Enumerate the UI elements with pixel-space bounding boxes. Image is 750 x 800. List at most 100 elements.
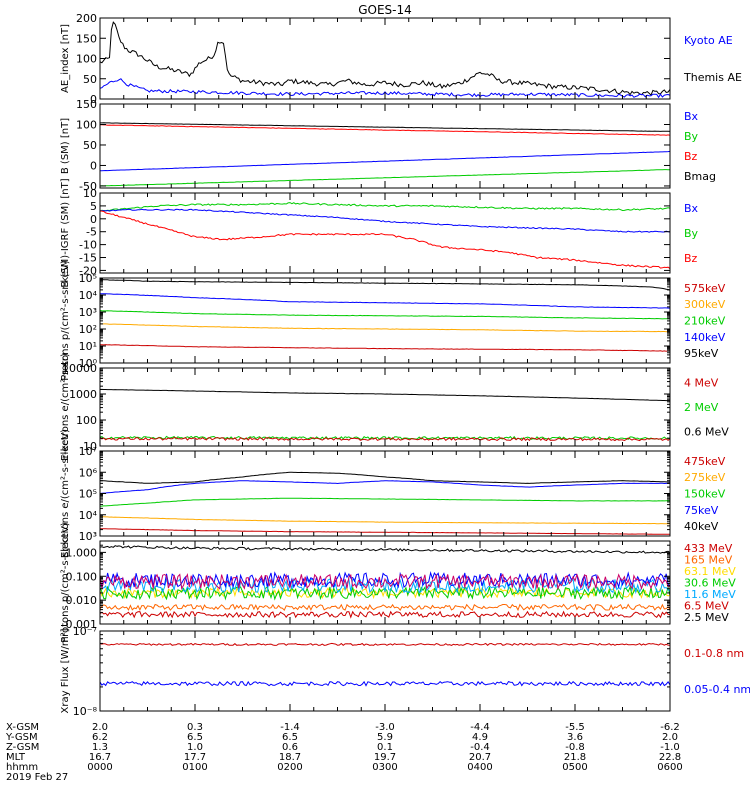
series-line bbox=[100, 293, 670, 309]
series-line bbox=[100, 435, 670, 441]
ephem-value: -1.4 bbox=[280, 722, 300, 733]
panel-frame bbox=[99, 630, 671, 712]
series-line bbox=[100, 323, 670, 333]
panel-4: 10⁰ 10¹ 10² 10³ 10⁴ 10⁵ Protons p/(cm²-s-sr-ke… bbox=[60, 260, 726, 381]
ephem-value: 2.0 bbox=[662, 732, 678, 743]
legend-entry: 210keV bbox=[684, 315, 726, 328]
ephem-row-label: X-GSM bbox=[6, 722, 39, 733]
legend-entry: 475keV bbox=[684, 455, 726, 468]
series-line bbox=[100, 344, 670, 352]
series-group bbox=[100, 545, 670, 619]
ephem-value: -0.4 bbox=[470, 742, 490, 753]
series-group bbox=[100, 202, 670, 270]
y-tick-label: 10⁵ bbox=[79, 272, 97, 285]
y-tick-label: 100 bbox=[76, 53, 97, 66]
series-group bbox=[100, 642, 670, 687]
plot-title: GOES-14 bbox=[358, 3, 412, 17]
legend-entry: 30.6 MeV bbox=[684, 577, 736, 590]
ephem-value: 22.8 bbox=[659, 752, 681, 763]
y-tick-label: -20 bbox=[79, 264, 97, 277]
y-tick-label: 10³ bbox=[79, 306, 97, 319]
y-tick-label: 0 bbox=[90, 159, 97, 172]
ephem-value: 4.9 bbox=[472, 732, 488, 743]
series-line bbox=[100, 208, 670, 233]
y-tick-label: 10¹ bbox=[79, 340, 97, 353]
series-line bbox=[100, 572, 670, 591]
ephem-value: -0.8 bbox=[565, 742, 585, 753]
ephem-value: 0200 bbox=[277, 762, 302, 773]
legend-entry: 40keV bbox=[684, 520, 719, 533]
panel-frame bbox=[99, 367, 671, 447]
ephem-value: 0300 bbox=[372, 762, 397, 773]
y-tick-label: 0 bbox=[90, 213, 97, 226]
legend-entry: 300keV bbox=[684, 298, 726, 311]
ephem-value: 20.7 bbox=[469, 752, 491, 763]
ephem-value: 0400 bbox=[467, 762, 492, 773]
y-tick-label: 10⁷ bbox=[79, 445, 97, 458]
panel-frame bbox=[99, 103, 671, 189]
y-tick-label: 10 bbox=[83, 440, 97, 453]
series-line bbox=[100, 480, 670, 494]
ephem-value: -5.5 bbox=[565, 722, 585, 733]
legend-entry: By bbox=[684, 130, 699, 143]
legend-entry: 6.5 MeV bbox=[684, 600, 729, 613]
y-tick-label: 10⁶ bbox=[79, 466, 98, 479]
y-tick-label: 50 bbox=[83, 139, 97, 152]
legend-entry: By bbox=[684, 227, 699, 240]
series-group bbox=[100, 388, 670, 442]
ephem-value: -1.0 bbox=[660, 742, 680, 753]
ephem-value: 17.7 bbox=[184, 752, 206, 763]
legend-entry: 75keV bbox=[684, 504, 719, 517]
series-line bbox=[100, 210, 670, 270]
panel-6: 10³ 10⁴ 10⁵ 10⁶ 10⁷ Electrons e/(cm²-s-sr-keV… bbox=[60, 429, 726, 558]
y-axis-label: AE_index [nT] bbox=[60, 24, 71, 93]
ephem-value: 0500 bbox=[562, 762, 587, 773]
ephem-value: 18.7 bbox=[279, 752, 301, 763]
ephem-value: 6.5 bbox=[187, 732, 203, 743]
legend-entry: Bmag bbox=[684, 170, 716, 183]
ephem-value: -3.0 bbox=[375, 722, 395, 733]
y-tick-label: 10⁴ bbox=[79, 509, 98, 522]
y-tick-label: 1.000 bbox=[66, 546, 98, 559]
ephem-row-label: Z-GSM bbox=[6, 742, 39, 753]
y-tick-label: -5 bbox=[86, 226, 97, 239]
y-tick-label: 10000 bbox=[62, 362, 97, 375]
legend-entry: 0.6 MeV bbox=[684, 425, 729, 438]
y-tick-label: 10² bbox=[79, 323, 97, 336]
series-line bbox=[100, 545, 670, 554]
series-group bbox=[100, 278, 670, 352]
ephem-value: 0100 bbox=[182, 762, 207, 773]
y-axis-label: Protons p/(cm²-s-sr-keV) bbox=[60, 260, 71, 381]
legend-entry: Bz bbox=[684, 150, 698, 163]
ephem-value: 0000 bbox=[87, 762, 112, 773]
y-tick-label: 100 bbox=[76, 118, 97, 131]
y-tick-label: 10⁵ bbox=[79, 488, 97, 501]
legend-entry: 95keV bbox=[684, 347, 719, 360]
ephem-value: 19.7 bbox=[374, 752, 396, 763]
legend-entry: 433 MeV bbox=[684, 542, 733, 555]
series-line bbox=[100, 124, 670, 136]
y-axis-label: Electrons e/(cm²-s-sr-keV) bbox=[60, 429, 71, 558]
legend-entry: Kyoto AE bbox=[684, 34, 733, 47]
series-line bbox=[100, 21, 670, 96]
y-tick-label: 10⁻⁸ bbox=[73, 705, 98, 718]
y-tick-label: 0.100 bbox=[66, 570, 98, 583]
y-tick-label: -50 bbox=[79, 180, 97, 193]
legend-entry: Themis AE bbox=[683, 71, 742, 84]
ephem-value: 2.0 bbox=[92, 722, 108, 733]
y-tick-label: 10³ bbox=[79, 530, 97, 543]
series-line bbox=[100, 603, 670, 612]
ephem-value: 1.0 bbox=[187, 742, 203, 753]
legend-entry: Bx bbox=[684, 110, 699, 123]
y-tick-label: 10⁴ bbox=[79, 289, 98, 302]
y-tick-label: 10 bbox=[83, 187, 97, 200]
ephem-value: 0600 bbox=[657, 762, 682, 773]
ephem-row-label: MLT bbox=[6, 752, 26, 763]
legend-entry: 11.6 MeV bbox=[684, 588, 736, 601]
ephem-value: 21.8 bbox=[564, 752, 586, 763]
